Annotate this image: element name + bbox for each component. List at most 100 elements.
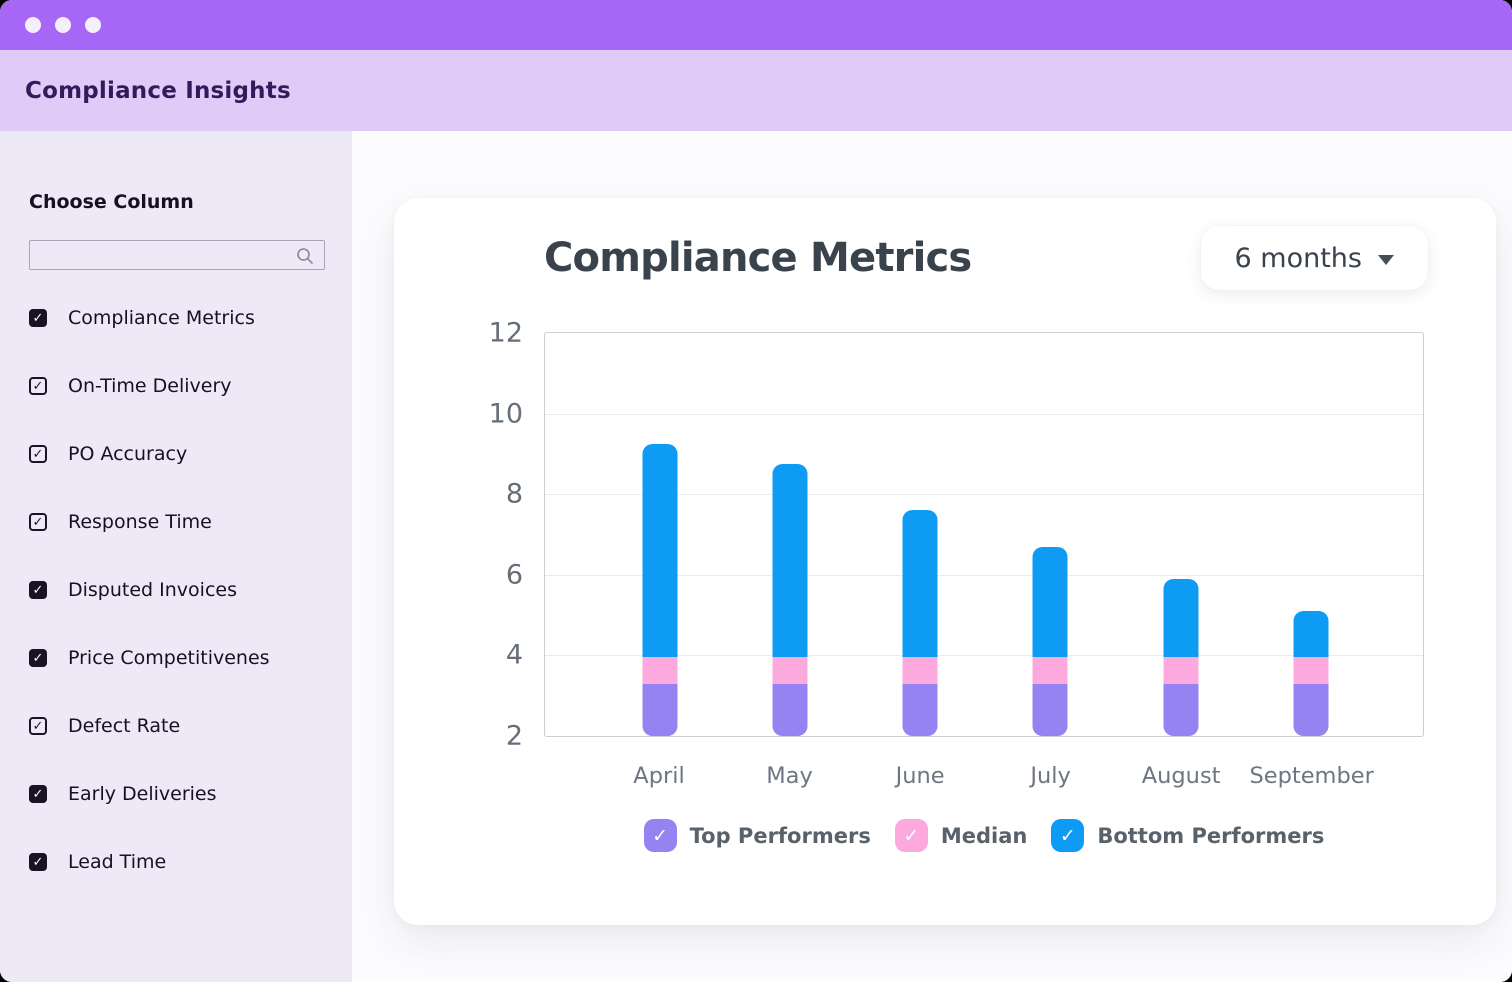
chevron-down-icon [1378,254,1394,265]
column-label: Disputed Invoices [68,579,237,601]
gridline [545,574,1423,576]
checkbox-checked[interactable]: ✓ [29,717,47,735]
legend-checkbox-checked[interactable]: ✓ [1051,819,1085,852]
column-search [29,240,325,270]
app-header: Compliance Insights [0,50,1512,131]
window-control-dot[interactable] [55,17,71,33]
column-list-item[interactable]: ✓ Early Deliveries [29,783,325,805]
chart-region: 2 4 6 8 10 12 April May June July August September… [489,318,1424,852]
legend-label: Top Performers [689,823,871,848]
checkbox-checked[interactable]: ✓ [29,513,47,531]
column-label: Price Competitivenes [68,647,270,669]
column-list-item[interactable]: ✓ Compliance Metrics [29,307,325,329]
column-label: Lead Time [68,851,167,873]
bar-segment-median [772,657,808,684]
search-input[interactable] [30,241,324,269]
plot-area: 2 4 6 8 10 12 [489,318,1424,752]
y-tick-label: 10 [488,398,523,430]
y-tick-label: 8 [505,478,523,510]
column-label: Compliance Metrics [68,307,255,329]
legend-label: Bottom Performers [1097,823,1325,848]
bar-segment-top-performers [1293,683,1329,736]
column-list-item[interactable]: ✓ Response Time [29,511,325,533]
bar-june [902,510,938,736]
column-label: Response Time [68,511,212,533]
sidebar-heading: Choose Column [29,191,194,213]
bar-segment-bottom-performers [1163,578,1199,658]
gridline [545,413,1423,415]
column-list-item[interactable]: ✓ Defect Rate [29,715,325,737]
x-tick-label: April [633,763,685,789]
legend-item: ✓ Top Performers [643,819,871,852]
bar-segment-top-performers [772,683,808,736]
bar-segment-bottom-performers [1032,546,1068,658]
x-tick-label: July [1030,763,1071,789]
checkbox-checked[interactable]: ✓ [29,377,47,395]
card-header: Compliance Metrics 6 months [394,198,1496,290]
legend-item: ✓ Bottom Performers [1051,819,1324,852]
column-list: ✓ Compliance Metrics ✓ On-Time Delivery ✓ PO … [29,307,325,873]
column-list-item[interactable]: ✓ Disputed Invoices [29,579,325,601]
column-label: Early Deliveries [68,783,217,805]
x-tick-label: May [766,763,813,789]
legend-checkbox-checked[interactable]: ✓ [643,819,677,852]
column-label: Defect Rate [68,715,181,737]
bar-may [772,463,808,736]
checkbox-checked[interactable]: ✓ [29,785,47,803]
checkbox-checked[interactable]: ✓ [29,581,47,599]
x-tick-label: June [895,763,945,789]
x-axis-labels: April May June July August September [544,763,1424,793]
bar-april [642,443,678,736]
time-range-value: 6 months [1234,242,1362,274]
bar-segment-top-performers [1032,683,1068,736]
window-control-dot[interactable] [85,17,101,33]
column-list-item[interactable]: ✓ Lead Time [29,851,325,873]
app-title: Compliance Insights [25,77,291,104]
bar-segment-top-performers [902,683,938,736]
legend-checkbox-checked[interactable]: ✓ [894,819,928,852]
checkbox-checked[interactable]: ✓ [29,649,47,667]
y-tick-label: 4 [505,639,523,671]
bar-september [1293,611,1329,736]
bar-segment-bottom-performers [902,510,938,658]
window-titlebar [0,0,1512,50]
y-tick-label: 2 [505,720,523,752]
legend-item: ✓ Median [894,819,1028,852]
checkbox-checked[interactable]: ✓ [29,309,47,327]
sidebar: Choose Column ✓ Compliance Metrics ✓ On-Tim… [0,131,352,982]
bar-segment-median [1293,657,1329,684]
bar-segment-median [1032,657,1068,684]
bar-segment-median [1163,657,1199,684]
bar-segment-median [642,657,678,684]
bar-segment-top-performers [1163,683,1199,736]
column-list-item[interactable]: ✓ On-Time Delivery [29,375,325,397]
window-control-dot[interactable] [25,17,41,33]
gridline [545,655,1423,657]
chart-card: Compliance Metrics 6 months 2 4 6 8 10 12 Apr… [394,198,1496,925]
bar-segment-bottom-performers [642,443,678,658]
column-label: On-Time Delivery [68,375,232,397]
time-range-dropdown[interactable]: 6 months [1200,226,1428,290]
checkbox-checked[interactable]: ✓ [29,445,47,463]
bar-segment-median [902,657,938,684]
y-tick-label: 6 [505,559,523,591]
column-list-item[interactable]: ✓ PO Accuracy [29,443,325,465]
bar-july [1032,546,1068,736]
x-tick-label: September [1249,763,1374,789]
bar-segment-bottom-performers [1293,611,1329,658]
chart-title: Compliance Metrics [544,235,972,281]
checkbox-checked[interactable]: ✓ [29,853,47,871]
search-icon [297,248,313,264]
chart-legend: ✓ Top Performers ✓ Median ✓ Bottom Performers [544,819,1424,852]
bar-segment-top-performers [642,683,678,736]
column-label: PO Accuracy [68,443,188,465]
legend-label: Median [940,823,1028,848]
bar-segment-bottom-performers [772,463,808,658]
gridline [545,494,1423,496]
column-list-item[interactable]: ✓ Price Competitivenes [29,647,325,669]
main-panel: Compliance Metrics 6 months 2 4 6 8 10 12 Apr… [352,131,1512,982]
x-tick-label: August [1141,763,1221,789]
y-tick-label: 12 [488,317,523,349]
bar-august [1163,578,1199,736]
